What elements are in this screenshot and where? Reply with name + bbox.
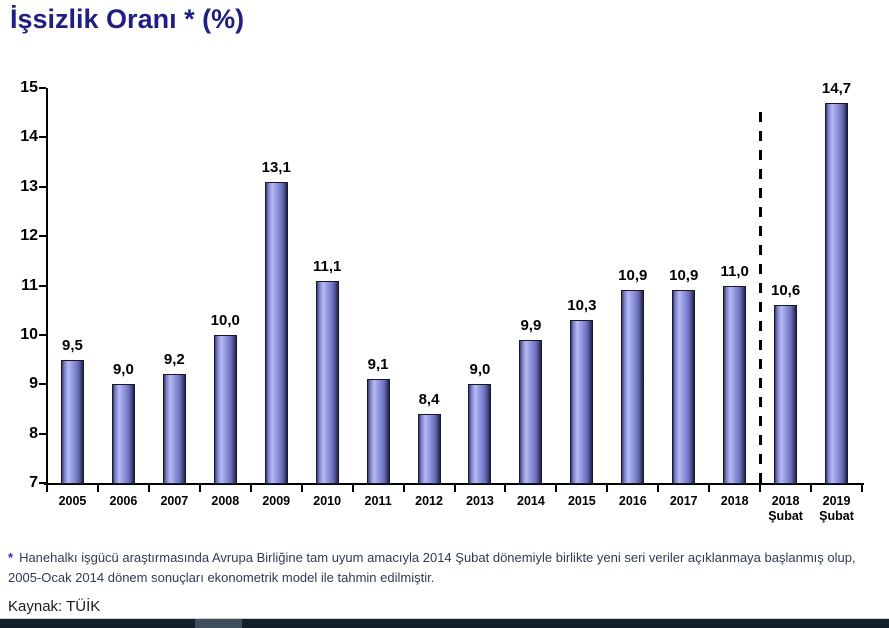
x-axis-tick bbox=[300, 485, 303, 492]
bar-2018 bbox=[723, 285, 747, 484]
source-label: Kaynak: TÜİK bbox=[8, 598, 101, 615]
bar-2019-Şubat bbox=[825, 102, 849, 484]
bar-2007 bbox=[162, 374, 186, 484]
page-title: İşsizlik Oranı * (%) bbox=[10, 4, 245, 34]
x-axis-category-label: 2019 Şubat bbox=[819, 494, 854, 523]
bar-2013 bbox=[468, 384, 492, 484]
x-axis-category-label: 2005 bbox=[58, 494, 87, 508]
bar-value-label: 11,0 bbox=[720, 262, 749, 280]
x-axis-tick bbox=[759, 485, 762, 492]
x-axis-category-label: 2012 bbox=[415, 494, 443, 508]
x-axis-tick bbox=[402, 485, 405, 492]
x-axis-tick bbox=[453, 485, 456, 492]
x-axis-line bbox=[44, 483, 864, 485]
x-axis-category-label: 2006 bbox=[109, 494, 138, 508]
x-axis-tick bbox=[198, 485, 201, 492]
bar-value-label: 10,0 bbox=[210, 311, 240, 329]
bar-2018-Şubat bbox=[774, 305, 798, 484]
footnote-text: Hanehalkı işgücü araştırmasında Avrupa B… bbox=[8, 550, 856, 585]
y-axis-tick-label: 15 bbox=[20, 79, 38, 96]
y-axis-tick-label: 14 bbox=[20, 128, 38, 146]
bar-value-label: 9,0 bbox=[112, 361, 134, 379]
bar-value-label: 10,9 bbox=[669, 267, 699, 285]
y-axis-tick-label: 10 bbox=[20, 325, 38, 343]
footnote: * Hanehalkı işgücü araştırmasında Avrupa … bbox=[8, 548, 860, 588]
x-axis-tick bbox=[249, 485, 252, 492]
x-axis-tick bbox=[504, 485, 507, 492]
bar-2006 bbox=[111, 384, 135, 484]
y-axis-tick bbox=[39, 482, 46, 484]
x-axis-tick bbox=[46, 485, 48, 492]
y-axis-tick bbox=[39, 432, 46, 435]
x-axis-category-label: 2009 bbox=[262, 494, 291, 508]
y-axis-tick bbox=[39, 235, 46, 238]
bar-value-label: 14,7 bbox=[821, 79, 852, 97]
bar-value-label: 10,9 bbox=[618, 267, 648, 285]
bar-value-label: 9,5 bbox=[62, 336, 83, 354]
x-axis-category-label: 2018 bbox=[720, 494, 749, 508]
bar-2014 bbox=[519, 339, 543, 484]
x-axis-tick bbox=[555, 485, 558, 492]
bar-value-label: 8,4 bbox=[418, 390, 440, 408]
bar-2016 bbox=[621, 290, 645, 484]
scrollbar-track[interactable] bbox=[0, 619, 889, 628]
bar-value-label: 9,2 bbox=[163, 351, 185, 369]
y-axis-tick-label: 11 bbox=[21, 276, 38, 294]
divider-line bbox=[0, 618, 889, 619]
y-axis-tick bbox=[39, 185, 46, 188]
footnote-asterisk: * bbox=[8, 550, 14, 565]
bar-2017 bbox=[672, 290, 696, 484]
y-axis-tick bbox=[39, 136, 46, 139]
x-axis-tick bbox=[147, 485, 150, 492]
y-axis-tick-label: 9 bbox=[29, 375, 38, 393]
bar-value-label: 9,1 bbox=[367, 356, 389, 374]
x-axis-tick bbox=[351, 485, 354, 492]
y-axis-tick-label: 13 bbox=[20, 177, 38, 195]
bar-2005 bbox=[60, 359, 84, 484]
bar-2009 bbox=[264, 181, 288, 484]
unemployment-bar-chart: 7 8 9 10 11 12 13 14 15 9,5 2005 9,0 2006 9,2 2007 10,0… bbox=[20, 79, 864, 523]
bar-value-label: 13,1 bbox=[261, 158, 291, 176]
x-axis-tick bbox=[810, 485, 813, 492]
bar-2011 bbox=[366, 379, 390, 484]
x-axis-category-label: 2008 bbox=[211, 494, 240, 508]
x-axis-category-label: 2015 bbox=[567, 494, 596, 508]
bar-2008 bbox=[213, 334, 237, 484]
bar-value-label: 10,3 bbox=[567, 297, 597, 315]
x-axis-category-label: 2014 bbox=[517, 494, 545, 508]
y-axis-tick-label: 7 bbox=[29, 474, 38, 491]
y-axis-line bbox=[46, 88, 48, 485]
x-axis-category-label: 2016 bbox=[618, 494, 647, 508]
bar-2012 bbox=[417, 413, 441, 484]
x-axis-category-label: 2017 bbox=[669, 494, 698, 508]
y-axis-tick bbox=[39, 333, 46, 336]
x-axis-tick bbox=[861, 485, 863, 492]
x-axis-tick bbox=[606, 485, 609, 492]
x-axis-tick bbox=[708, 485, 711, 492]
y-axis-tick bbox=[39, 383, 46, 386]
x-axis-category-label: 2007 bbox=[160, 494, 189, 508]
x-axis-tick bbox=[657, 485, 660, 492]
x-axis-category-label: 2018 Şubat bbox=[768, 494, 803, 523]
x-axis-category-label: 2011 bbox=[364, 494, 392, 508]
y-axis-tick bbox=[39, 284, 46, 287]
x-axis-category-label: 2010 bbox=[313, 494, 342, 508]
bar-value-label: 11,1 bbox=[312, 257, 342, 275]
scrollbar-thumb[interactable] bbox=[195, 619, 242, 628]
bar-value-label: 10,6 bbox=[770, 282, 801, 300]
y-axis-tick bbox=[39, 87, 46, 89]
y-axis-tick-label: 8 bbox=[29, 424, 38, 442]
x-axis-category-label: 2013 bbox=[466, 494, 494, 508]
bar-2010 bbox=[315, 280, 339, 484]
bar-value-label: 9,9 bbox=[520, 316, 542, 334]
series-separator-dashed-line bbox=[759, 112, 763, 483]
x-axis-tick bbox=[96, 485, 99, 492]
bar-value-label: 9,0 bbox=[469, 361, 491, 379]
y-axis-tick-label: 12 bbox=[20, 227, 38, 245]
bar-2015 bbox=[570, 320, 594, 484]
